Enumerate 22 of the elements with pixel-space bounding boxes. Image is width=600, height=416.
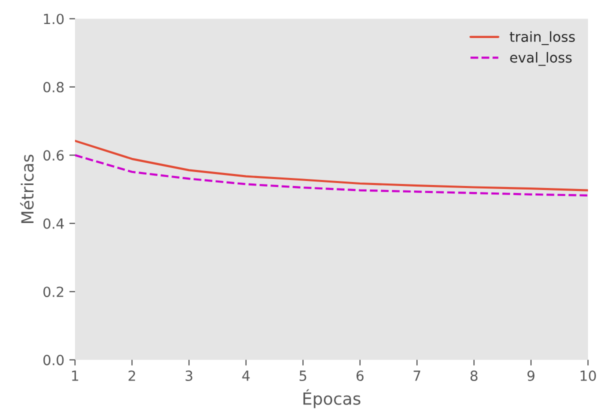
x-tick-label: 8	[470, 370, 478, 382]
x-tick-label: 1	[72, 370, 78, 381]
x-axis-title: Épocas	[303, 389, 360, 408]
x-tick-label: 2	[128, 370, 136, 381]
y-axis-title: Métricas	[20, 154, 34, 223]
x-tick-label: 6	[356, 370, 364, 382]
line-series	[75, 154, 588, 196]
y-tick-label: 0.8	[43, 82, 64, 92]
line-series	[75, 140, 588, 192]
legend-label: eval_loss	[510, 52, 572, 66]
legend-label: train_loss	[510, 31, 575, 46]
y-tick-label: 1.0	[44, 14, 64, 24]
x-tick-label: 9	[527, 370, 534, 382]
x-tick-label: 10	[580, 370, 596, 382]
x-tick-label: 3	[186, 370, 192, 382]
x-tick-label: 4	[242, 370, 250, 381]
y-tick-label: 0.0	[43, 354, 64, 366]
x-tick-label: 5	[300, 370, 306, 382]
y-tick-label: 0.4	[43, 218, 64, 229]
y-tick-label: 0.2	[43, 286, 64, 298]
x-tick-label: 7	[414, 370, 420, 381]
y-tick-label: 0.6	[43, 150, 64, 161]
